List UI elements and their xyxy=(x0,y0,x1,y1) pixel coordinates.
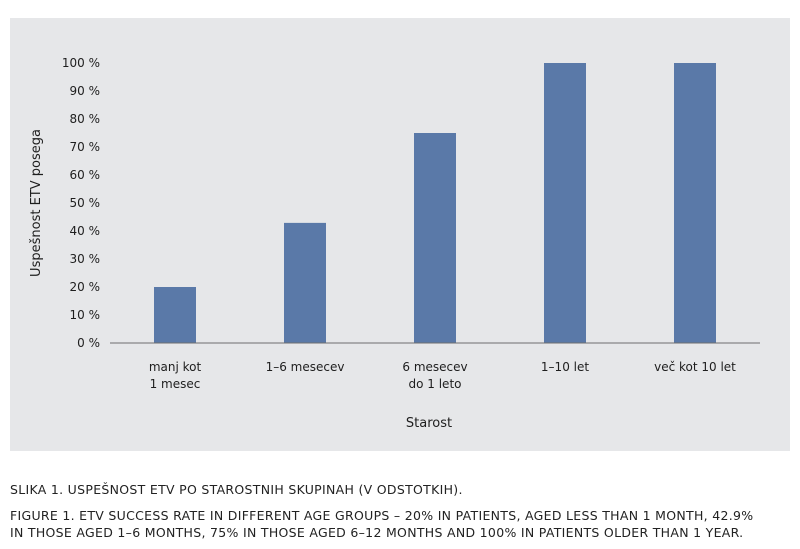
y-tick-label: 50 % xyxy=(70,196,101,210)
chart-panel: 0 % 10 % 20 % 30 % 40 % 50 % 60 % 70 % 80 % 90 % 1… xyxy=(10,18,790,451)
x-tick-label-line: do 1 leto xyxy=(409,377,462,391)
x-axis-ticks: manj kot 1 mesec 1–6 mesecev 6 mesecev do 1 … xyxy=(149,360,736,391)
y-tick-label: 0 % xyxy=(77,336,100,350)
x-tick-label-line: 6 mesecev xyxy=(402,360,467,374)
x-tick-label: več kot 10 let xyxy=(654,360,736,374)
bar xyxy=(544,63,586,343)
y-tick-label: 100 % xyxy=(62,56,100,70)
caption-english-line1: Figure 1. ETV success rate in different … xyxy=(10,508,754,523)
bar xyxy=(414,133,456,343)
x-tick-label: manj kot 1 mesec xyxy=(149,360,202,391)
x-tick-label-line: 1–10 let xyxy=(541,360,589,374)
y-tick-label: 90 % xyxy=(70,84,101,98)
y-tick-label: 80 % xyxy=(70,112,101,126)
bar xyxy=(674,63,716,343)
y-axis-ticks: 0 % 10 % 20 % 30 % 40 % 50 % 60 % 70 % 80 % 90 % 1… xyxy=(62,56,100,350)
x-tick-label: 1–10 let xyxy=(541,360,589,374)
x-tick-label: 1–6 mesecev xyxy=(266,360,345,374)
x-axis-title: Starost xyxy=(406,416,452,431)
bar xyxy=(154,287,196,343)
x-tick-label: 6 mesecev do 1 leto xyxy=(402,360,467,391)
bars xyxy=(154,63,716,343)
figure-captions: Slika 1. Uspešnost ETV po starostnih sku… xyxy=(10,481,790,541)
y-tick-label: 40 % xyxy=(70,224,101,238)
y-tick-label: 70 % xyxy=(70,140,101,154)
y-axis-title: Uspešnost ETV posega xyxy=(29,129,44,277)
y-tick-label: 10 % xyxy=(70,308,101,322)
x-tick-label-line: 1 mesec xyxy=(150,377,201,391)
y-tick-label: 30 % xyxy=(70,252,101,266)
y-tick-label: 20 % xyxy=(70,280,101,294)
y-tick-label: 60 % xyxy=(70,168,101,182)
bar xyxy=(284,222,326,343)
caption-english-line2: in those aged 1–6 months, 75% in those a… xyxy=(10,525,744,540)
bar-chart: 0 % 10 % 20 % 30 % 40 % 50 % 60 % 70 % 80 % 90 % 1… xyxy=(29,56,760,431)
x-tick-label-line: 1–6 mesecev xyxy=(266,360,345,374)
x-tick-label-line: manj kot xyxy=(149,360,202,374)
x-tick-label-line: več kot 10 let xyxy=(654,360,736,374)
caption-slovene: Slika 1. Uspešnost ETV po starostnih sku… xyxy=(10,482,463,497)
